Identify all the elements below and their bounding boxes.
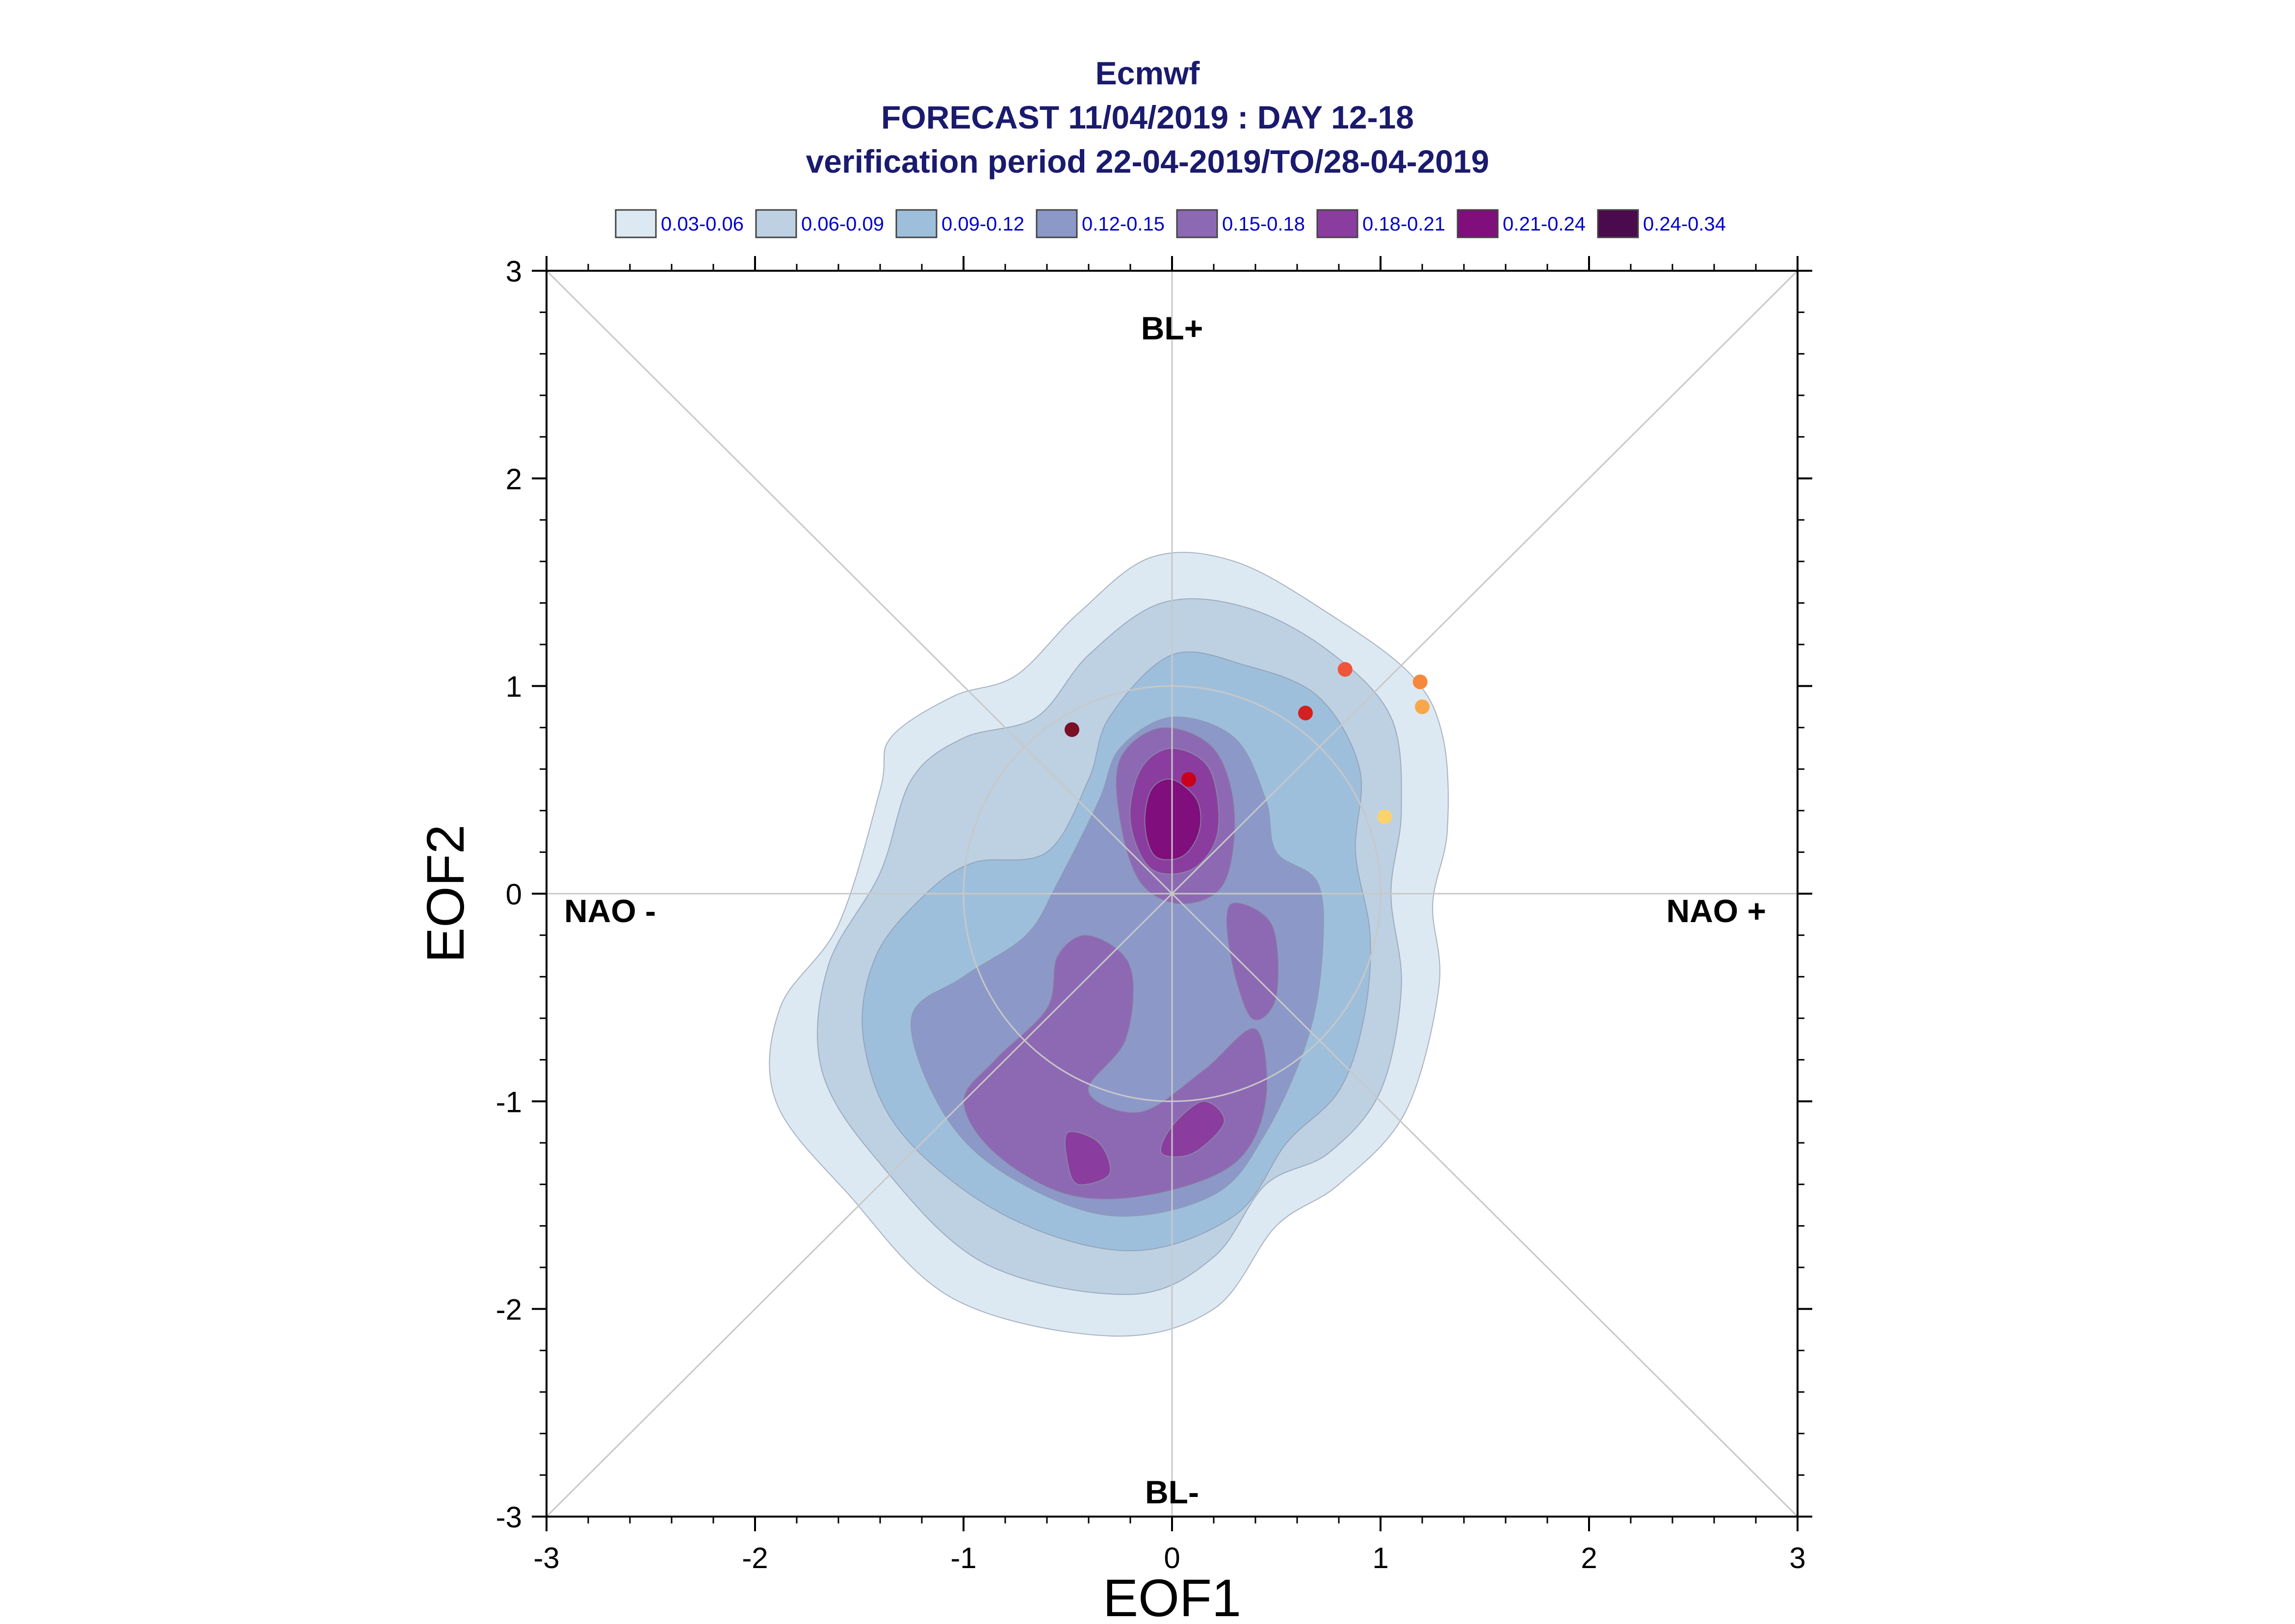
regime-label-top: BL+ (1141, 310, 1203, 346)
y-axis-label: EOF2 (416, 825, 475, 963)
y-axis-ticks: -3 -2 -1 0 1 2 3 (496, 255, 1812, 1534)
title-line-3: verification period 22-04-2019/TO/28-04-… (806, 143, 1489, 180)
x-tick-label: 2 (1581, 1542, 1597, 1574)
legend-label: 0.09-0.12 (941, 213, 1024, 235)
regime-label-right: NAO + (1666, 893, 1766, 929)
legend-label: 0.18-0.21 (1362, 213, 1445, 235)
y-tick-label: 2 (506, 463, 522, 495)
reference-gridlines (546, 270, 1799, 1518)
unit-circle (963, 685, 1382, 1102)
y-tick-label: 0 (506, 878, 522, 911)
forecast-points (1065, 662, 1430, 825)
legend-swatch (1176, 209, 1218, 238)
legend-swatch (755, 209, 797, 238)
y-tick-label: 1 (506, 670, 522, 703)
x-tick-label: 3 (1789, 1542, 1805, 1574)
title-line-1: Ecmwf (1095, 55, 1200, 91)
legend-label: 0.03-0.06 (661, 213, 744, 235)
chart-title: Ecmwf FORECAST 11/04/2019 : DAY 12-18 ve… (806, 55, 1489, 180)
y-tick-label: -1 (496, 1085, 522, 1118)
legend: 0.03-0.06 0.06-0.09 0.09-0.12 0.12-0.15 0.15… (615, 209, 1726, 238)
y-tick-label: 3 (506, 255, 522, 288)
legend-swatch (1457, 209, 1499, 238)
x-tick-label: -1 (950, 1542, 976, 1574)
regime-labels: BL+ BL- NAO - NAO + (564, 310, 1766, 1510)
forecast-point (1415, 699, 1430, 714)
forecast-point (1065, 722, 1079, 737)
legend-label: 0.12-0.15 (1082, 213, 1165, 235)
density-region-0.21-0.24 (1144, 778, 1201, 860)
regime-label-left: NAO - (564, 893, 656, 929)
legend-label: 0.21-0.24 (1503, 213, 1586, 235)
legend-label: 0.06-0.09 (801, 213, 884, 235)
legend-label: 0.24-0.34 (1643, 213, 1726, 235)
forecast-point (1377, 809, 1392, 825)
regime-label-bottom: BL- (1145, 1474, 1199, 1510)
y-tick-label: -3 (496, 1501, 522, 1534)
x-tick-label: -2 (742, 1542, 768, 1574)
legend-swatch (1597, 209, 1639, 238)
density-region-0.18-0.21 (1064, 1131, 1111, 1186)
legend-swatch (615, 209, 657, 238)
legend-swatch (895, 209, 938, 238)
legend-swatch (1036, 209, 1078, 238)
x-axis-label: EOF1 (1103, 1568, 1241, 1624)
forecast-point (1298, 705, 1313, 721)
x-tick-label: 0 (1164, 1542, 1180, 1574)
density-contours (769, 552, 1449, 1337)
x-tick-label: -3 (533, 1542, 559, 1574)
x-axis-ticks: -3 -2 -1 0 1 2 3 (533, 256, 1806, 1574)
x-tick-label: 1 (1372, 1542, 1388, 1574)
forecast-point (1337, 662, 1353, 677)
title-line-2: FORECAST 11/04/2019 : DAY 12-18 (881, 99, 1414, 135)
legend-label: 0.15-0.18 (1222, 213, 1305, 235)
forecast-point (1412, 674, 1428, 690)
density-region-0.18-0.21 (1160, 1101, 1225, 1158)
legend-swatch (1316, 209, 1358, 238)
y-tick-label: -2 (496, 1293, 522, 1326)
forecast-point (1181, 772, 1196, 787)
